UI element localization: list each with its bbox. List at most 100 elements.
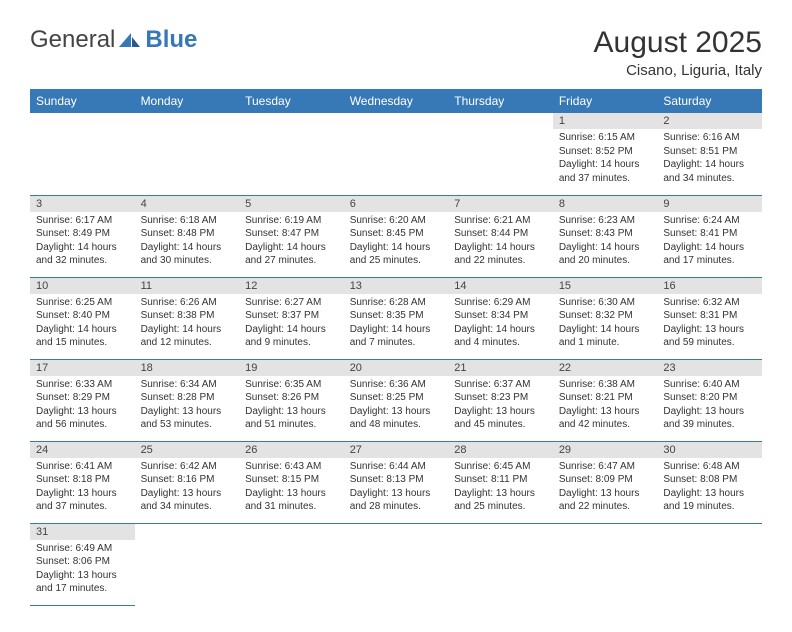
sunset-text: Sunset: 8:51 PM	[663, 145, 756, 159]
day-number: 20	[344, 360, 449, 376]
sunrise-text: Sunrise: 6:37 AM	[454, 378, 547, 392]
calendar-cell: 24Sunrise: 6:41 AMSunset: 8:18 PMDayligh…	[30, 441, 135, 523]
page-subtitle: Cisano, Liguria, Italy	[594, 62, 762, 79]
day-data: Sunrise: 6:48 AMSunset: 8:08 PMDaylight:…	[657, 458, 762, 518]
sunrise-text: Sunrise: 6:19 AM	[245, 214, 338, 228]
calendar-row: 31Sunrise: 6:49 AMSunset: 8:06 PMDayligh…	[30, 523, 762, 605]
day-data: Sunrise: 6:16 AMSunset: 8:51 PMDaylight:…	[657, 129, 762, 189]
logo: General Blue	[30, 26, 197, 54]
sunset-text: Sunset: 8:28 PM	[141, 391, 234, 405]
daylight-text: Daylight: 13 hours and 31 minutes.	[245, 487, 338, 514]
day-number: 10	[30, 278, 135, 294]
calendar-cell: 20Sunrise: 6:36 AMSunset: 8:25 PMDayligh…	[344, 359, 449, 441]
sunset-text: Sunset: 8:08 PM	[663, 473, 756, 487]
sunset-text: Sunset: 8:13 PM	[350, 473, 443, 487]
day-data: Sunrise: 6:47 AMSunset: 8:09 PMDaylight:…	[553, 458, 658, 518]
page: General Blue August 2025 Cisano, Liguria…	[0, 0, 792, 632]
day-data: Sunrise: 6:37 AMSunset: 8:23 PMDaylight:…	[448, 376, 553, 436]
sunset-text: Sunset: 8:18 PM	[36, 473, 129, 487]
daylight-text: Daylight: 13 hours and 51 minutes.	[245, 405, 338, 432]
sunset-text: Sunset: 8:26 PM	[245, 391, 338, 405]
sunrise-text: Sunrise: 6:32 AM	[663, 296, 756, 310]
day-number: 13	[344, 278, 449, 294]
calendar-cell: 12Sunrise: 6:27 AMSunset: 8:37 PMDayligh…	[239, 277, 344, 359]
sunset-text: Sunset: 8:37 PM	[245, 309, 338, 323]
logo-word1: General	[30, 26, 115, 54]
calendar-cell: 6Sunrise: 6:20 AMSunset: 8:45 PMDaylight…	[344, 195, 449, 277]
page-title: August 2025	[594, 26, 762, 60]
calendar-cell	[657, 523, 762, 605]
daylight-text: Daylight: 13 hours and 53 minutes.	[141, 405, 234, 432]
sunset-text: Sunset: 8:49 PM	[36, 227, 129, 241]
calendar-cell: 28Sunrise: 6:45 AMSunset: 8:11 PMDayligh…	[448, 441, 553, 523]
daylight-text: Daylight: 14 hours and 1 minute.	[559, 323, 652, 350]
calendar-cell: 11Sunrise: 6:26 AMSunset: 8:38 PMDayligh…	[135, 277, 240, 359]
sunrise-text: Sunrise: 6:42 AM	[141, 460, 234, 474]
weekday-header: Saturday	[657, 89, 762, 113]
calendar-cell	[553, 523, 658, 605]
sunrise-text: Sunrise: 6:33 AM	[36, 378, 129, 392]
daylight-text: Daylight: 13 hours and 59 minutes.	[663, 323, 756, 350]
logo-sail-icon	[119, 28, 141, 56]
day-data: Sunrise: 6:49 AMSunset: 8:06 PMDaylight:…	[30, 540, 135, 600]
calendar-cell: 14Sunrise: 6:29 AMSunset: 8:34 PMDayligh…	[448, 277, 553, 359]
daylight-text: Daylight: 13 hours and 17 minutes.	[36, 569, 129, 596]
sunset-text: Sunset: 8:47 PM	[245, 227, 338, 241]
daylight-text: Daylight: 13 hours and 34 minutes.	[141, 487, 234, 514]
sunset-text: Sunset: 8:32 PM	[559, 309, 652, 323]
daylight-text: Daylight: 14 hours and 15 minutes.	[36, 323, 129, 350]
day-data: Sunrise: 6:29 AMSunset: 8:34 PMDaylight:…	[448, 294, 553, 354]
day-number: 28	[448, 442, 553, 458]
calendar-cell: 5Sunrise: 6:19 AMSunset: 8:47 PMDaylight…	[239, 195, 344, 277]
calendar-cell: 31Sunrise: 6:49 AMSunset: 8:06 PMDayligh…	[30, 523, 135, 605]
day-data: Sunrise: 6:34 AMSunset: 8:28 PMDaylight:…	[135, 376, 240, 436]
calendar-cell: 27Sunrise: 6:44 AMSunset: 8:13 PMDayligh…	[344, 441, 449, 523]
day-number: 26	[239, 442, 344, 458]
day-data: Sunrise: 6:19 AMSunset: 8:47 PMDaylight:…	[239, 212, 344, 272]
calendar-cell: 30Sunrise: 6:48 AMSunset: 8:08 PMDayligh…	[657, 441, 762, 523]
weekday-header: Friday	[553, 89, 658, 113]
daylight-text: Daylight: 13 hours and 45 minutes.	[454, 405, 547, 432]
day-number: 8	[553, 196, 658, 212]
day-data: Sunrise: 6:20 AMSunset: 8:45 PMDaylight:…	[344, 212, 449, 272]
calendar-row: 24Sunrise: 6:41 AMSunset: 8:18 PMDayligh…	[30, 441, 762, 523]
weekday-header: Thursday	[448, 89, 553, 113]
daylight-text: Daylight: 13 hours and 28 minutes.	[350, 487, 443, 514]
sunrise-text: Sunrise: 6:26 AM	[141, 296, 234, 310]
daylight-text: Daylight: 13 hours and 25 minutes.	[454, 487, 547, 514]
header: General Blue August 2025 Cisano, Liguria…	[30, 26, 762, 79]
sunrise-text: Sunrise: 6:41 AM	[36, 460, 129, 474]
day-data: Sunrise: 6:40 AMSunset: 8:20 PMDaylight:…	[657, 376, 762, 436]
calendar-cell: 23Sunrise: 6:40 AMSunset: 8:20 PMDayligh…	[657, 359, 762, 441]
day-data: Sunrise: 6:32 AMSunset: 8:31 PMDaylight:…	[657, 294, 762, 354]
sunrise-text: Sunrise: 6:25 AM	[36, 296, 129, 310]
day-number: 14	[448, 278, 553, 294]
sunset-text: Sunset: 8:52 PM	[559, 145, 652, 159]
day-data: Sunrise: 6:41 AMSunset: 8:18 PMDaylight:…	[30, 458, 135, 518]
day-data: Sunrise: 6:38 AMSunset: 8:21 PMDaylight:…	[553, 376, 658, 436]
sunrise-text: Sunrise: 6:21 AM	[454, 214, 547, 228]
day-number: 19	[239, 360, 344, 376]
sunrise-text: Sunrise: 6:36 AM	[350, 378, 443, 392]
calendar-body: 1Sunrise: 6:15 AMSunset: 8:52 PMDaylight…	[30, 113, 762, 605]
calendar-cell: 7Sunrise: 6:21 AMSunset: 8:44 PMDaylight…	[448, 195, 553, 277]
sunrise-text: Sunrise: 6:49 AM	[36, 542, 129, 556]
calendar-table: SundayMondayTuesdayWednesdayThursdayFrid…	[30, 89, 762, 606]
calendar-cell	[448, 523, 553, 605]
day-data: Sunrise: 6:18 AMSunset: 8:48 PMDaylight:…	[135, 212, 240, 272]
sunset-text: Sunset: 8:44 PM	[454, 227, 547, 241]
sunrise-text: Sunrise: 6:34 AM	[141, 378, 234, 392]
sunrise-text: Sunrise: 6:40 AM	[663, 378, 756, 392]
sunset-text: Sunset: 8:23 PM	[454, 391, 547, 405]
calendar-row: 3Sunrise: 6:17 AMSunset: 8:49 PMDaylight…	[30, 195, 762, 277]
sunrise-text: Sunrise: 6:30 AM	[559, 296, 652, 310]
daylight-text: Daylight: 14 hours and 30 minutes.	[141, 241, 234, 268]
day-data: Sunrise: 6:27 AMSunset: 8:37 PMDaylight:…	[239, 294, 344, 354]
sunset-text: Sunset: 8:48 PM	[141, 227, 234, 241]
day-data: Sunrise: 6:23 AMSunset: 8:43 PMDaylight:…	[553, 212, 658, 272]
daylight-text: Daylight: 14 hours and 4 minutes.	[454, 323, 547, 350]
weekday-header: Sunday	[30, 89, 135, 113]
day-number: 4	[135, 196, 240, 212]
daylight-text: Daylight: 13 hours and 42 minutes.	[559, 405, 652, 432]
daylight-text: Daylight: 13 hours and 37 minutes.	[36, 487, 129, 514]
